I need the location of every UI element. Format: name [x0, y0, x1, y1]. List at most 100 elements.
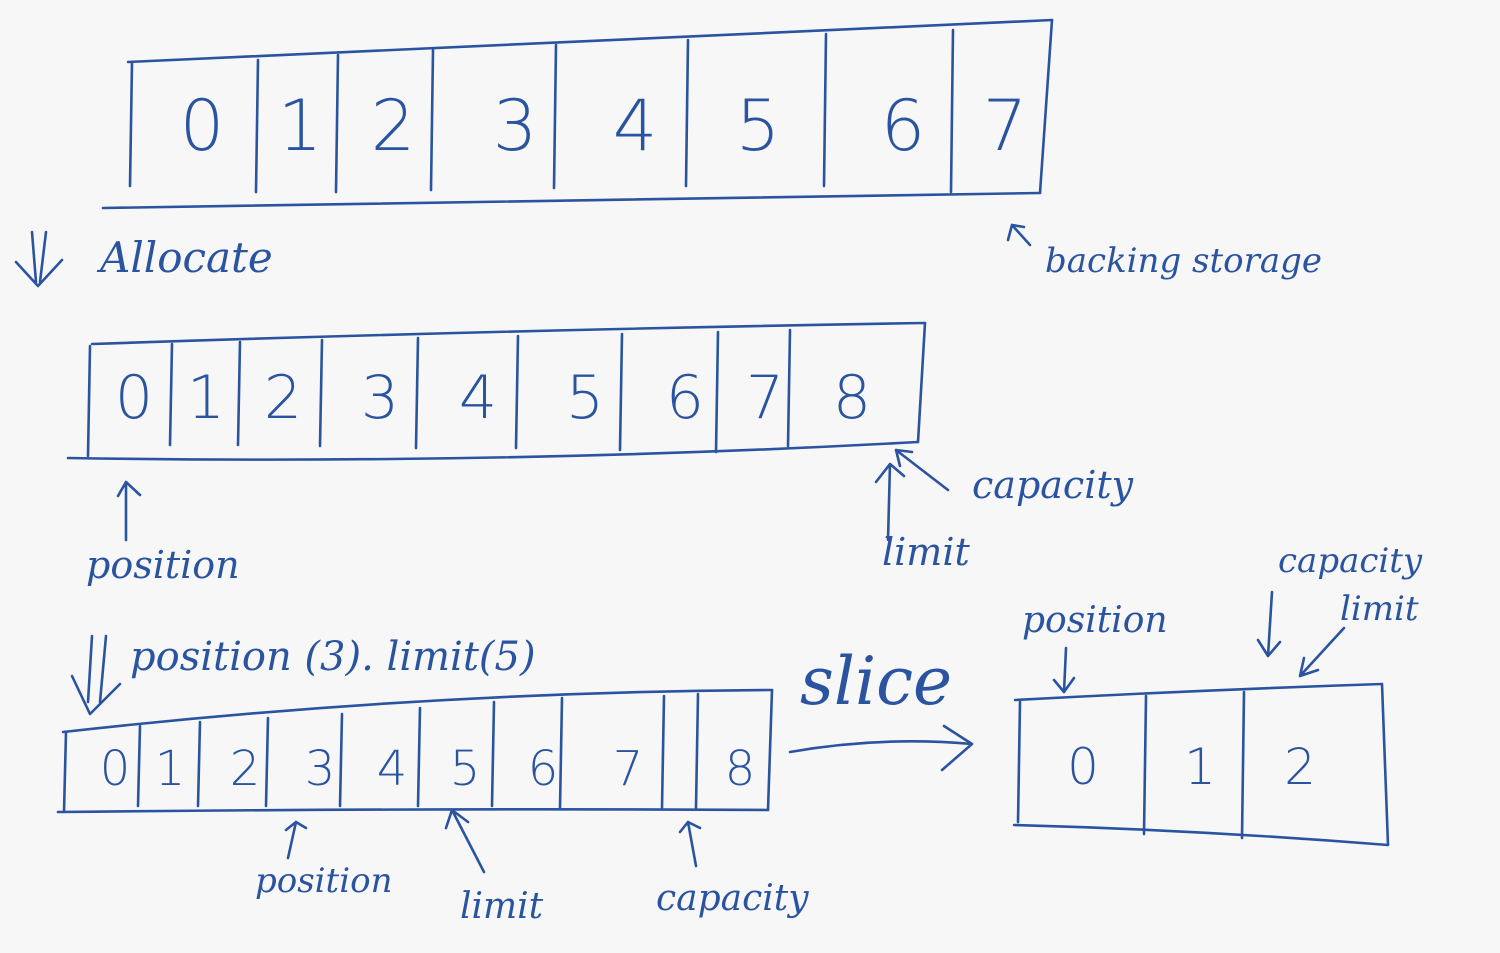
sliced-cell-divider	[1016, 700, 1022, 824]
modified-cell-divider	[660, 694, 666, 810]
backing-top-edge	[126, 18, 1054, 64]
allocated-cell-divider	[86, 344, 92, 458]
modified-cell-value: 7	[613, 741, 644, 797]
backing-cell-divider	[822, 32, 828, 188]
backing-cell-divider	[128, 60, 134, 188]
modified-cell-value: 0	[100, 741, 131, 797]
backing-cell-value: 4	[613, 85, 658, 167]
backing-cell-divider	[552, 43, 558, 190]
sliced-cell-value: 1	[1184, 738, 1216, 796]
modified-cell-divider	[558, 696, 564, 810]
down-arrow-icon	[1256, 590, 1282, 658]
sliced-cell-values: 0 1 2	[1067, 738, 1316, 796]
allocated-limit-capacity-pointers: limit capacity	[874, 448, 1134, 574]
sliced-cell-value: 0	[1067, 738, 1099, 796]
modified-cell-divider	[338, 712, 344, 808]
backing-cell-value: 3	[493, 85, 538, 167]
allocated-position-pointer: position	[86, 480, 240, 587]
right-arrow-icon	[788, 724, 974, 772]
slice-step: slice	[788, 643, 974, 772]
allocated-cell-divider	[786, 328, 792, 448]
sliced-right-edge	[1380, 682, 1390, 847]
backing-cell-value: 6	[881, 85, 926, 167]
modified-cell-value: 5	[450, 741, 481, 797]
allocated-cell-value: 3	[361, 363, 399, 433]
allocate-label: Allocate	[96, 233, 273, 282]
sliced-dividers	[1016, 690, 1246, 840]
allocated-cell-divider	[168, 342, 174, 447]
sliced-cell-value: 2	[1284, 738, 1316, 796]
allocated-cell-value: 8	[833, 363, 871, 433]
sliced-capacity-label: capacity	[1278, 541, 1423, 581]
sliced-buffer-array: 0 1 2	[1012, 682, 1390, 847]
allocate-step: Allocate	[14, 230, 273, 288]
backing-bottom-edge	[101, 191, 1042, 210]
modified-bottom-edge	[56, 808, 770, 814]
allocated-cell-value: 2	[264, 363, 302, 433]
up-arrow-icon	[894, 448, 950, 492]
backing-dividers	[128, 28, 955, 194]
modified-cell-value: 1	[155, 741, 186, 797]
position-limit-label: position (3). limit(5)	[130, 634, 536, 680]
allocated-limit-label: limit	[882, 530, 970, 574]
backing-storage-annotation: backing storage	[1006, 223, 1322, 281]
backing-storage-label: backing storage	[1045, 241, 1322, 281]
modified-cell-divider	[196, 720, 202, 808]
backing-cell-divider	[429, 48, 435, 192]
modified-cell-value: 8	[725, 741, 756, 797]
backing-cell-divider	[254, 58, 260, 194]
modified-capacity-label: capacity	[656, 878, 809, 919]
backing-right-edge	[1038, 18, 1054, 195]
modified-cell-value: 6	[528, 741, 559, 797]
sliced-bottom-edge	[1012, 823, 1390, 847]
allocated-cell-divider	[714, 330, 720, 454]
backing-cell-value: 0	[180, 85, 225, 167]
allocated-capacity-label: capacity	[972, 463, 1134, 507]
modified-cell-divider	[136, 724, 142, 808]
allocated-position-label: position	[86, 543, 240, 587]
allocated-top-edge	[90, 321, 927, 346]
sliced-position-pointer: position	[1022, 600, 1168, 694]
modified-cell-divider	[264, 716, 270, 808]
set-position-limit-step: position (3). limit(5)	[70, 634, 536, 716]
sliced-top-edge	[1013, 682, 1384, 702]
backing-cell-value: 5	[736, 85, 781, 167]
sliced-capacity-pointer: capacity	[1256, 541, 1423, 658]
allocated-cell-value: 7	[746, 363, 784, 433]
modified-position-pointer: position	[255, 820, 392, 901]
backing-cell-value: 1	[278, 85, 323, 167]
modified-dividers	[62, 692, 700, 814]
modified-cell-divider	[62, 730, 68, 814]
sliced-limit-pointer: limit	[1298, 589, 1419, 678]
up-arrow-icon	[284, 820, 308, 860]
sliced-cell-divider	[1240, 690, 1246, 840]
sliced-limit-label: limit	[1340, 589, 1419, 629]
modified-cell-divider	[694, 692, 700, 810]
backing-cell-value: 2	[371, 85, 416, 167]
backing-cell-value: 7	[983, 85, 1028, 167]
modified-top-edge	[61, 688, 774, 734]
allocated-cell-divider	[414, 336, 420, 450]
allocated-right-edge	[916, 321, 927, 444]
double-down-arrow-icon	[14, 230, 64, 288]
allocated-cell-value: 5	[566, 363, 604, 433]
modified-cell-value: 4	[377, 741, 408, 797]
sliced-cell-divider	[1142, 694, 1148, 836]
allocated-dividers	[86, 328, 792, 458]
double-down-arrow-icon	[70, 634, 122, 716]
up-arrow-icon	[874, 462, 906, 542]
allocated-cell-divider	[618, 332, 624, 452]
up-arrow-icon	[116, 480, 142, 542]
allocated-cell-value: 6	[666, 363, 704, 433]
modified-right-edge	[766, 688, 774, 812]
backing-cell-divider	[949, 28, 955, 194]
allocated-bottom-edge	[66, 440, 920, 461]
allocated-cell-value: 4	[459, 363, 497, 433]
